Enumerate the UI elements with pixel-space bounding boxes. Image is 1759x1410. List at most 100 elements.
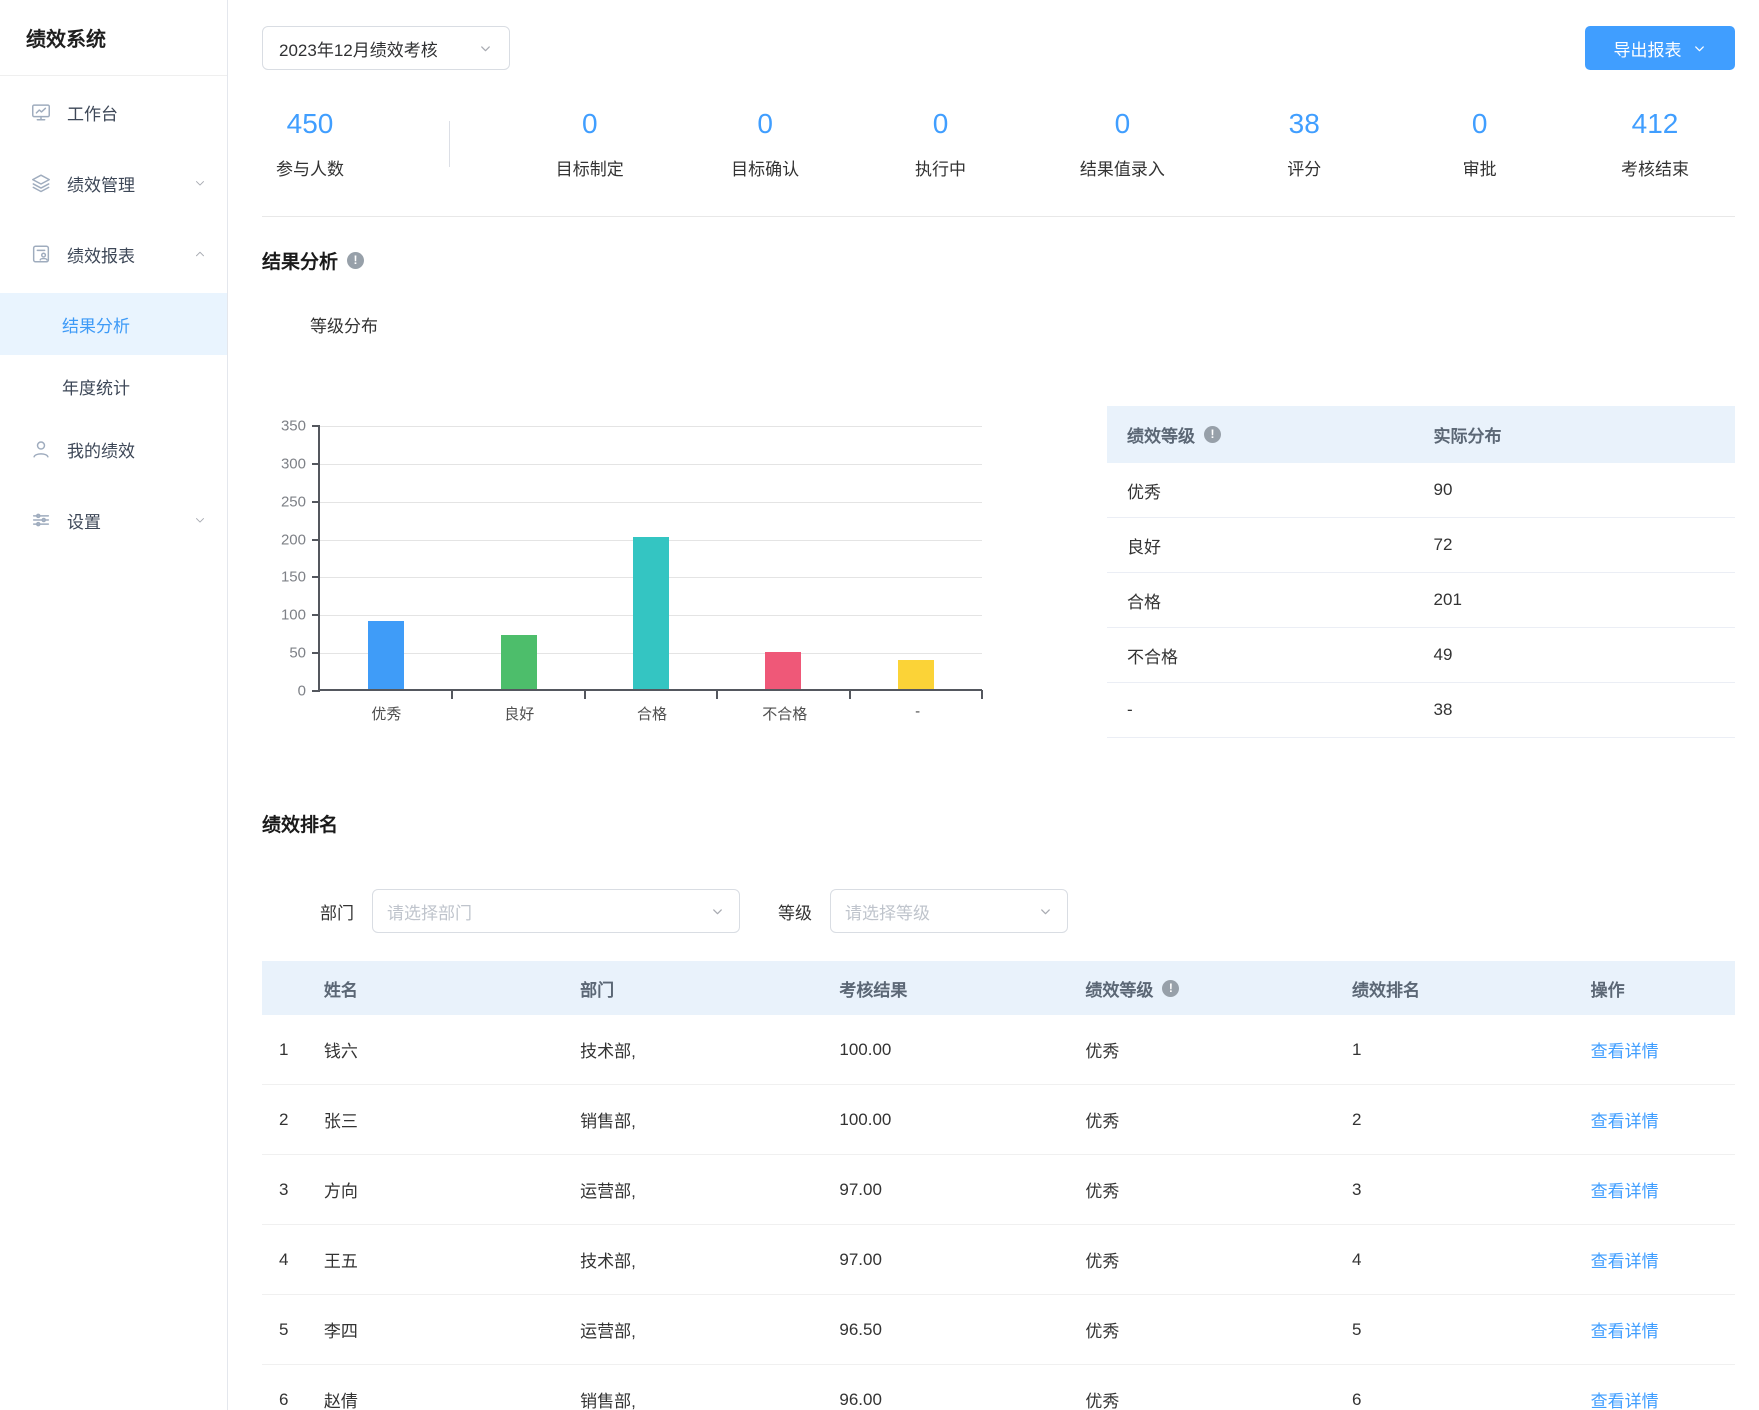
view-detail-link[interactable]: 查看详情: [1590, 1112, 1659, 1131]
row-rank: 2: [1351, 1109, 1362, 1129]
row-rank: 4: [1351, 1249, 1362, 1269]
y-axis-tick: [312, 538, 320, 541]
table-row: 2 张三 销售部, 100.00 优秀 2 查看详情: [262, 1085, 1735, 1155]
stat-value: 0: [1114, 108, 1131, 139]
chevron-up-icon: [193, 247, 207, 261]
period-select-value: 2023年12月绩效考核: [279, 40, 438, 60]
sidebar-item-结果分析[interactable]: 结果分析: [0, 293, 227, 355]
period-select[interactable]: 2023年12月绩效考核: [262, 26, 510, 70]
chart-x-labels: 优秀 良好 合格 不合格 -: [320, 703, 984, 724]
export-report-button[interactable]: 导出报表: [1585, 26, 1735, 70]
dist-header-label: 实际分布: [1433, 427, 1502, 446]
row-index: 2: [279, 1109, 289, 1129]
x-axis-label-合格: 合格: [636, 706, 667, 723]
filter-select-部门[interactable]: 请选择部门: [372, 889, 740, 933]
view-detail-link[interactable]: 查看详情: [1590, 1182, 1659, 1201]
row-dept: 销售部,: [580, 1112, 636, 1131]
topbar: 2023年12月绩效考核 导出报表: [262, 26, 1735, 70]
y-axis-tick: [312, 690, 320, 692]
ranking-header-绩效等级: 绩效等级: [1085, 976, 1352, 1001]
stat-label: 目标确认: [731, 160, 800, 179]
dist-count: 201: [1433, 590, 1462, 609]
bar-segment-不合格: [717, 426, 849, 689]
row-index: 1: [279, 1039, 289, 1059]
row-name: 张三: [323, 1112, 358, 1131]
export-report-label: 导出报表: [1613, 40, 1682, 60]
bar--: [897, 660, 934, 689]
sidebar-item-设置[interactable]: 设置: [0, 488, 227, 552]
dashboard-icon: [30, 101, 52, 123]
dist-count: 49: [1433, 645, 1453, 664]
info-icon[interactable]: [1162, 979, 1180, 997]
view-detail-link[interactable]: 查看详情: [1590, 1322, 1659, 1341]
filter-select-等级[interactable]: 请选择等级: [830, 889, 1068, 933]
sidebar-item-我的绩效[interactable]: 我的绩效: [0, 417, 227, 481]
row-rank: 1: [1351, 1039, 1362, 1059]
dist-grade: 良好: [1127, 537, 1161, 557]
grade-distribution-chart: 0 50 100 150 200 250 300 350 优秀 良好 合格 不合格 -: [262, 418, 984, 738]
app-title: 绩效系统: [0, 0, 227, 76]
stat-label: 审批: [1462, 160, 1497, 179]
x-axis-tick: [981, 690, 983, 699]
row-name: 李四: [323, 1322, 358, 1341]
stat-评分: 38 评分: [1268, 108, 1340, 180]
stat-value: 0: [932, 108, 949, 139]
row-score: 100.00: [839, 1039, 892, 1059]
ranking-header-label: 操作: [1590, 980, 1625, 1000]
filter-placeholder: 请选择等级: [845, 903, 930, 923]
stats-row: 450 参与人数 0 目标制定 0 目标确认 0 执行中 0 结果值录入 38 评分 0 审批 412 考核结…: [262, 108, 1735, 180]
sidebar-item-label: 工作台: [67, 104, 118, 124]
row-action: 查看详情: [1591, 1387, 1735, 1410]
sidebar-item-工作台[interactable]: 工作台: [0, 80, 227, 144]
y-axis-label: 250: [280, 493, 306, 511]
user-icon: [30, 438, 52, 460]
y-axis-label: 200: [280, 531, 306, 549]
chevron-down-icon: [1692, 41, 1707, 56]
view-detail-link[interactable]: 查看详情: [1590, 1252, 1659, 1271]
ranking-header-操作: 操作: [1591, 976, 1735, 1001]
stat-label: 结果值录入: [1079, 160, 1165, 179]
row-dept: 技术部,: [580, 1252, 636, 1271]
stat-value: 0: [581, 108, 598, 139]
info-icon[interactable]: [347, 252, 365, 269]
info-icon[interactable]: [1204, 426, 1221, 443]
row-index: 5: [279, 1319, 289, 1339]
chevron-down-icon: [478, 41, 493, 56]
y-axis-tick: [312, 425, 320, 427]
ranking-header-label: 姓名: [323, 980, 358, 1000]
row-action: 查看详情: [1591, 1317, 1735, 1342]
view-detail-link[interactable]: 查看详情: [1590, 1392, 1659, 1410]
stat-divider: [449, 121, 451, 167]
report-icon: [30, 243, 52, 265]
sliders-icon: [30, 509, 52, 531]
result-analysis-title-text: 结果分析: [262, 252, 339, 273]
row-dept: 运营部,: [580, 1182, 636, 1201]
filter-group-部门: 部门 请选择部门: [320, 889, 740, 933]
stat-目标确认: 0 目标确认: [729, 108, 801, 180]
sidebar-item-年度统计[interactable]: 年度统计: [0, 355, 227, 417]
distribution-row: 不合格 49: [1107, 628, 1735, 683]
filter-label-部门: 部门: [320, 903, 354, 923]
view-detail-link[interactable]: 查看详情: [1590, 1042, 1659, 1061]
y-axis-label: 150: [280, 568, 306, 586]
row-action: 查看详情: [1591, 1247, 1735, 1272]
x-axis-label-良好: 良好: [504, 706, 535, 723]
stat-label: 参与人数: [276, 160, 344, 179]
stat-label: 执行中: [915, 160, 966, 179]
grade-distribution-subtitle: 等级分布: [310, 317, 378, 336]
bar-良好: [500, 634, 537, 689]
ranking-header-考核结果: 考核结果: [839, 976, 1085, 1001]
sidebar-item-绩效管理[interactable]: 绩效管理: [0, 151, 227, 215]
table-row: 1 钱六 技术部, 100.00 优秀 1 查看详情: [262, 1015, 1735, 1085]
ranking-header-绩效排名: 绩效排名: [1352, 976, 1591, 1001]
result-analysis-title: 结果分析: [262, 247, 1735, 274]
row-grade: 优秀: [1085, 1252, 1120, 1271]
dist-count: 72: [1433, 535, 1453, 554]
ranking-header-label: 考核结果: [839, 980, 908, 1000]
sidebar-item-绩效报表[interactable]: 绩效报表: [0, 222, 227, 286]
dist-grade: 优秀: [1127, 482, 1161, 502]
row-score: 97.00: [839, 1249, 882, 1269]
y-axis-tick: [312, 576, 320, 579]
row-name: 赵倩: [323, 1392, 358, 1410]
